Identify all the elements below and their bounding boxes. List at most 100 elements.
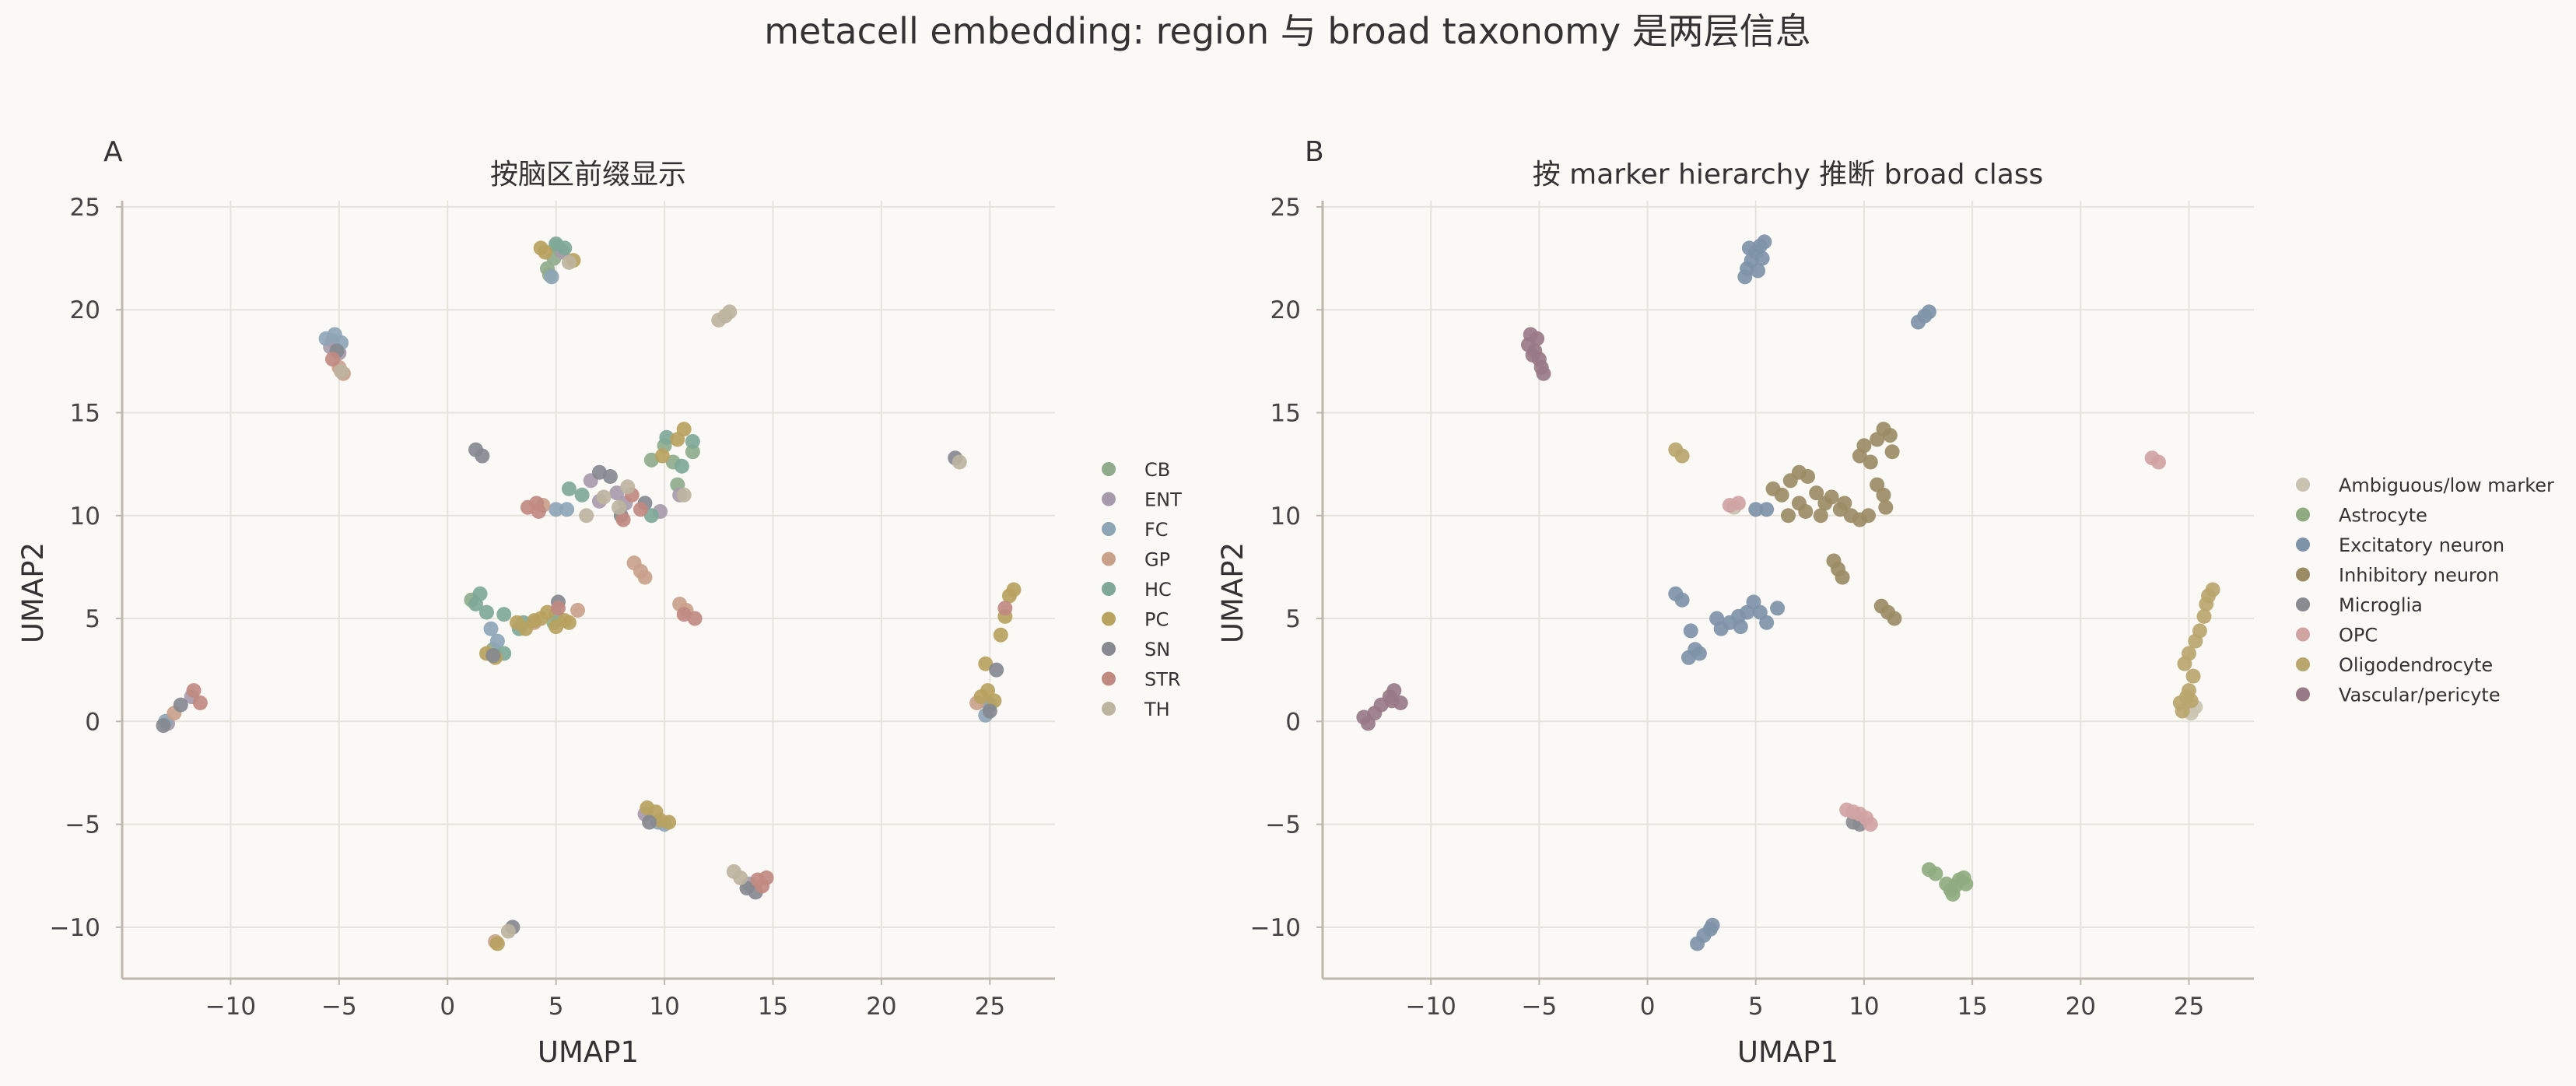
x-tick-label: −5	[321, 993, 357, 1021]
legend-marker	[1102, 522, 1116, 536]
data-point	[557, 240, 573, 256]
legend-marker	[1102, 642, 1116, 656]
data-point	[997, 601, 1013, 616]
data-point	[544, 269, 559, 285]
data-point	[548, 502, 564, 517]
series-inhibitory-neuron	[1765, 422, 1902, 626]
data-point	[2183, 693, 2199, 709]
data-point	[2192, 623, 2207, 639]
panel-label-a: A	[103, 136, 123, 168]
data-point	[1863, 817, 1878, 832]
data-point	[1006, 582, 1022, 597]
data-point	[633, 502, 648, 517]
legend-label: Excitatory neuron	[2339, 534, 2504, 556]
x-tick-label: 20	[866, 993, 896, 1021]
data-point	[538, 244, 553, 260]
data-point	[475, 448, 490, 464]
data-point	[685, 434, 700, 450]
data-point	[637, 569, 653, 585]
legend-marker	[2296, 657, 2310, 671]
data-point	[989, 662, 1004, 678]
data-point	[1781, 508, 1796, 524]
data-point	[643, 508, 659, 524]
data-point	[324, 352, 340, 367]
panel-b-grid	[1323, 201, 2254, 979]
legend-marker	[2296, 597, 2310, 611]
x-tick-label: −10	[205, 993, 256, 1021]
data-point	[334, 364, 349, 380]
data-point	[952, 454, 967, 470]
data-point	[1759, 502, 1775, 517]
legend-label: PC	[1144, 609, 1169, 631]
panel-b-ylabel: UMAP2	[1216, 542, 1249, 643]
data-point	[483, 621, 499, 636]
legend-label: OPC	[2339, 625, 2378, 646]
panel-b-legend: Ambiguous/low marker Astrocyte Excitatory …	[2296, 475, 2554, 706]
data-point	[186, 683, 202, 699]
data-point	[1824, 489, 1839, 505]
x-tick-label: 0	[1640, 993, 1656, 1021]
x-tick-label: 0	[440, 993, 455, 1021]
legend-marker	[2296, 507, 2310, 522]
panel-a-title: 按脑区前缀显示	[490, 159, 686, 191]
data-point	[596, 489, 612, 505]
y-tick-label: 20	[1270, 296, 1301, 324]
data-point	[1882, 428, 1898, 443]
data-point	[982, 703, 997, 719]
legend-marker	[1102, 611, 1116, 626]
data-point	[722, 304, 738, 320]
y-tick-label: −5	[1265, 811, 1301, 839]
legend-marker	[2296, 538, 2310, 552]
data-point	[570, 602, 586, 618]
data-point	[755, 878, 770, 894]
data-point	[468, 597, 484, 612]
panel-b-axes: −10 −5 0 5 10 15 20 25 −10 −5 0 5 10 15 20 25	[1250, 194, 2254, 1021]
panel-b-xlabel: UMAP1	[1737, 1035, 1838, 1069]
panel-b-title: 按 marker hierarchy 推断 broad class	[1533, 159, 2044, 191]
panel-a-points	[156, 236, 1022, 951]
panel-a-legend: CB ENT FC GP HC PC SN STR TH	[1102, 459, 1182, 720]
legend-label: SN	[1144, 639, 1170, 660]
x-tick-label: 15	[758, 993, 788, 1021]
data-point	[1921, 304, 1936, 320]
data-point	[609, 485, 625, 501]
data-point	[602, 468, 618, 484]
y-tick-label: 5	[85, 605, 100, 633]
data-point	[173, 697, 188, 713]
series-excitatory-neuron	[1668, 234, 1936, 951]
data-point	[1759, 615, 1775, 630]
legend-label: FC	[1144, 519, 1169, 541]
data-point	[1705, 917, 1720, 933]
panel-b: B 按 marker hierarchy 推断 broad class UMAP…	[1216, 136, 2554, 1069]
legend-label: Astrocyte	[2339, 505, 2427, 527]
legend-marker	[1102, 552, 1116, 566]
panel-a-grid	[122, 201, 1055, 979]
legend-marker	[1102, 492, 1116, 506]
x-tick-label: 25	[975, 993, 1005, 1021]
data-point	[192, 695, 208, 711]
series-vascular-pericyte	[1356, 327, 1551, 731]
data-point	[2151, 454, 2167, 470]
data-point	[1958, 876, 1974, 892]
series-pc	[478, 240, 1022, 951]
data-point	[1770, 601, 1786, 616]
series-gp	[166, 359, 985, 949]
y-tick-label: −10	[1250, 914, 1301, 942]
series-fc	[158, 269, 997, 832]
x-tick-label: −5	[1522, 993, 1558, 1021]
data-point	[615, 512, 631, 527]
series-ambiguous-low-marker	[1726, 499, 2203, 721]
data-point	[156, 718, 171, 734]
series-opc	[1722, 450, 2167, 832]
x-tick-label: −10	[1405, 993, 1456, 1021]
data-point	[1878, 499, 1894, 515]
legend-label: Microglia	[2339, 594, 2423, 616]
x-tick-label: 10	[649, 993, 679, 1021]
panel-b-points	[1356, 234, 2220, 951]
legend-label: HC	[1144, 579, 1172, 601]
data-point	[1852, 512, 1867, 527]
legend-label: TH	[1144, 699, 1170, 720]
y-tick-label: 10	[70, 503, 100, 531]
data-point	[674, 458, 689, 474]
